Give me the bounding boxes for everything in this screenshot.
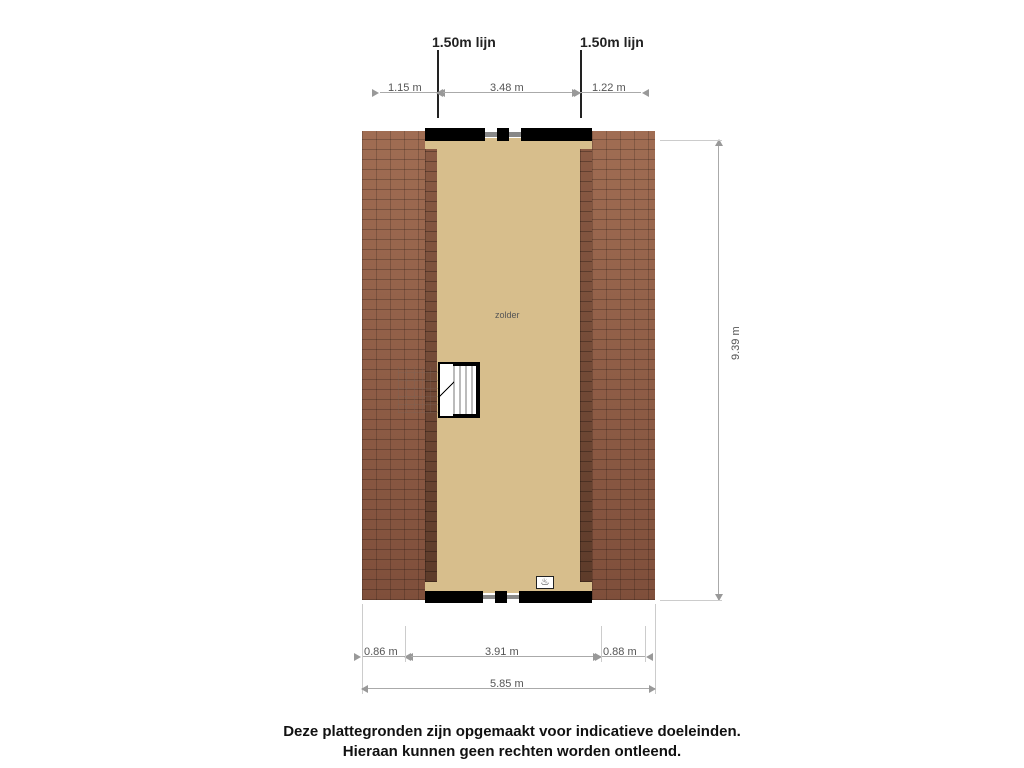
wall-bot-2 <box>495 591 507 603</box>
dim-bot1-3-label: 0.88 m <box>603 646 637 658</box>
wall-bot-3 <box>519 591 592 603</box>
header-line-left-label: 1.50m lijn <box>432 34 496 50</box>
dim-right-arrow <box>718 140 719 600</box>
boiler-glyph: ♨ <box>541 577 550 588</box>
header-line-right-label: 1.50m lijn <box>580 34 644 50</box>
roof-left <box>362 131 425 600</box>
footer-line2: Hieraan kunnen geen rechten worden ontle… <box>343 743 681 760</box>
wall-top-1 <box>425 128 485 141</box>
dim-top-2-label: 3.48 m <box>490 82 524 94</box>
wall-top-3 <box>521 128 592 141</box>
window-bot-2 <box>507 595 519 599</box>
floorplan-canvas: ♨ zolder 1.50m lijn 1.50m lijn 1.15 m 3.… <box>0 0 1024 768</box>
ext-tick-4 <box>645 626 646 662</box>
footer-line1: Deze plattegronden zijn opgemaakt voor i… <box>283 723 741 740</box>
dim-top-1-label: 1.15 m <box>388 82 422 94</box>
dim-top-3-label: 1.22 m <box>592 82 626 94</box>
roof-strip-left <box>425 149 437 582</box>
ext-tick-5 <box>655 604 656 694</box>
ext-tick-1 <box>362 604 363 694</box>
stair-lower-flight <box>398 367 438 413</box>
wall-bot-1 <box>425 591 483 603</box>
ext-tick-r1 <box>660 140 722 141</box>
dim-bot1-1-label: 0.86 m <box>364 646 398 658</box>
roof-strip-right <box>580 149 592 582</box>
dim-bot2-label: 5.85 m <box>490 678 524 690</box>
stair-treads <box>453 364 478 416</box>
window-top-1 <box>485 132 497 137</box>
dim-bot1-2-label: 3.91 m <box>485 646 519 658</box>
ext-tick-r2 <box>660 600 722 601</box>
roof-right <box>592 131 655 600</box>
wall-top-2 <box>497 128 509 141</box>
ext-tick-2 <box>405 626 406 662</box>
footer-disclaimer: Deze plattegronden zijn opgemaakt voor i… <box>0 722 1024 763</box>
stair-diagonal <box>440 364 454 416</box>
room-label: zolder <box>495 310 520 320</box>
window-bot-1 <box>483 595 495 599</box>
ext-tick-3 <box>601 626 602 662</box>
header-line-left-tick <box>437 50 439 118</box>
dim-right-label: 9.39 m <box>730 326 742 360</box>
window-top-2 <box>509 132 521 137</box>
header-line-right-tick <box>580 50 582 118</box>
boiler-icon: ♨ <box>536 576 554 589</box>
